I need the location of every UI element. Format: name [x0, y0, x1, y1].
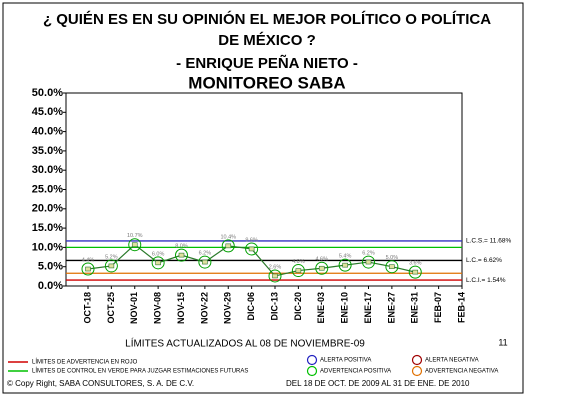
- warning-circle: [104, 259, 118, 273]
- value-label: 6.2%: [362, 251, 375, 257]
- chart-title-line2: DE MÉXICO ?: [218, 32, 316, 49]
- warning-circle: [198, 255, 212, 269]
- legend-marker: [411, 354, 423, 366]
- warning-circle: [268, 269, 282, 283]
- point: [202, 259, 208, 265]
- plot-area: [65, 92, 463, 287]
- period: DEL 18 DE OCT. DE 2009 AL 31 DE ENE. DE …: [286, 379, 470, 388]
- y-tick-label: 45.0%: [32, 106, 63, 118]
- point: [389, 264, 395, 270]
- legend-label: LÍMITES DE ADVERTENCIA EN ROJO: [32, 359, 138, 366]
- x-tick-label: ENE-10: [340, 292, 350, 324]
- y-tick-label: 0.0%: [38, 280, 63, 292]
- y-tick-label: 15.0%: [32, 222, 63, 234]
- warning-circle: [408, 265, 422, 279]
- x-tick-label: NOV-01: [129, 292, 139, 324]
- x-tick-label: NOV-15: [176, 292, 186, 324]
- value-label: 6.0%: [152, 251, 165, 257]
- warning-circle: [81, 262, 95, 276]
- point: [248, 246, 255, 252]
- point: [108, 263, 115, 269]
- y-tick-label: 40.0%: [32, 126, 63, 138]
- legend-marker: [411, 365, 423, 377]
- warning-circle: [362, 255, 375, 269]
- legend-label: ALERTA NEGATIVA: [425, 358, 479, 364]
- x-tick-label: DIC-06: [246, 292, 256, 321]
- copyright: © Copy Right, SABA CONSULTORES, S. A. DE…: [7, 379, 194, 388]
- x-tick-label: DIC-20: [293, 292, 303, 321]
- value-label: 4.6%: [315, 257, 328, 263]
- warning-circle: [221, 239, 235, 253]
- y-tick-label: 25.0%: [32, 183, 63, 195]
- point: [412, 269, 419, 275]
- warning-circle: [315, 261, 329, 275]
- y-tick-label: 50.0%: [32, 87, 63, 99]
- point: [85, 266, 91, 272]
- value-label: 6.2%: [199, 251, 212, 257]
- x-tick-label: OCT-25: [106, 292, 116, 324]
- point: [342, 262, 348, 268]
- x-tick-label: ENE-17: [363, 292, 373, 324]
- value-label: 8.0%: [175, 244, 188, 250]
- point: [272, 273, 278, 279]
- x-note: LÍMITES ACTUALIZADOS AL 08 DE NOVIEMBRE-…: [125, 337, 365, 350]
- x-tick-label: FEB-07: [433, 292, 443, 323]
- warning-circle: [175, 248, 188, 262]
- y-tick-label: 30.0%: [32, 164, 63, 176]
- x-tick-label: OCT-18: [82, 292, 92, 324]
- warning-circle: [151, 256, 165, 270]
- warning-circle: [385, 260, 399, 274]
- point: [155, 260, 161, 266]
- page-number: 11: [498, 337, 507, 347]
- value-label: 5.4%: [339, 254, 352, 260]
- point: [225, 243, 232, 249]
- x-tick-label: ENE-03: [316, 292, 326, 324]
- point: [318, 265, 325, 271]
- legend-marker: [306, 354, 318, 366]
- point: [131, 242, 138, 247]
- point: [178, 252, 185, 258]
- x-tick-label: NOV-29: [223, 292, 233, 324]
- legend-label: ADVERTENCIA POSITIVA: [320, 369, 391, 375]
- y-tick-label: 20.0%: [32, 203, 63, 215]
- warning-circle: [291, 264, 305, 278]
- x-tick-label: NOV-22: [199, 292, 209, 324]
- value-label: 5.0%: [386, 255, 399, 261]
- warning-circle: [128, 238, 142, 252]
- value-label: 10.7%: [127, 233, 143, 239]
- warning-circle: [338, 258, 352, 272]
- value-label: 4.0%: [292, 259, 305, 265]
- legend-label: LÍMITES DE CONTROL EN VERDE PARA JUZGAR …: [32, 368, 248, 375]
- y-tick-label: 35.0%: [32, 145, 63, 157]
- legend-label: ADVERTENCIA NEGATIVA: [425, 369, 498, 375]
- x-tick-label: DIC-13: [269, 292, 279, 321]
- frame: [2, 2, 524, 394]
- x-tick-label: ENE-27: [386, 292, 396, 324]
- x-tick-label: FEB-14: [456, 292, 466, 323]
- heading: MONITOREO SABA: [188, 73, 345, 92]
- subtitle: - ENRIQUE PEÑA NIETO -: [176, 54, 358, 72]
- value-label: 3.6%: [409, 261, 422, 267]
- value-label: 5.2%: [105, 254, 118, 260]
- warning-circle: [245, 242, 259, 256]
- point: [295, 268, 302, 273]
- chart-title: ¿ QUIÉN ES EN SU OPINIÓN EL MEJOR POLÍTI…: [43, 10, 491, 28]
- value-label: 10.4%: [220, 234, 236, 240]
- value-label: 4.4%: [82, 257, 95, 263]
- control-label: L.C.= 6.62%: [466, 257, 502, 264]
- legend-marker: [306, 365, 318, 377]
- value-label: 2.6%: [269, 264, 282, 270]
- y-tick-label: 10.0%: [32, 241, 63, 253]
- x-tick-label: NOV-08: [153, 292, 163, 324]
- value-label: 9.6%: [245, 237, 258, 243]
- control-label: L.C.I.= 1.54%: [466, 277, 506, 284]
- legend-label: ALERTA POSITIVA: [320, 358, 371, 364]
- point: [365, 259, 372, 265]
- y-tick-label: 5.0%: [38, 261, 63, 273]
- x-tick-label: ENE-31: [410, 292, 420, 324]
- control-label: L.C.S.= 11.68%: [466, 238, 511, 245]
